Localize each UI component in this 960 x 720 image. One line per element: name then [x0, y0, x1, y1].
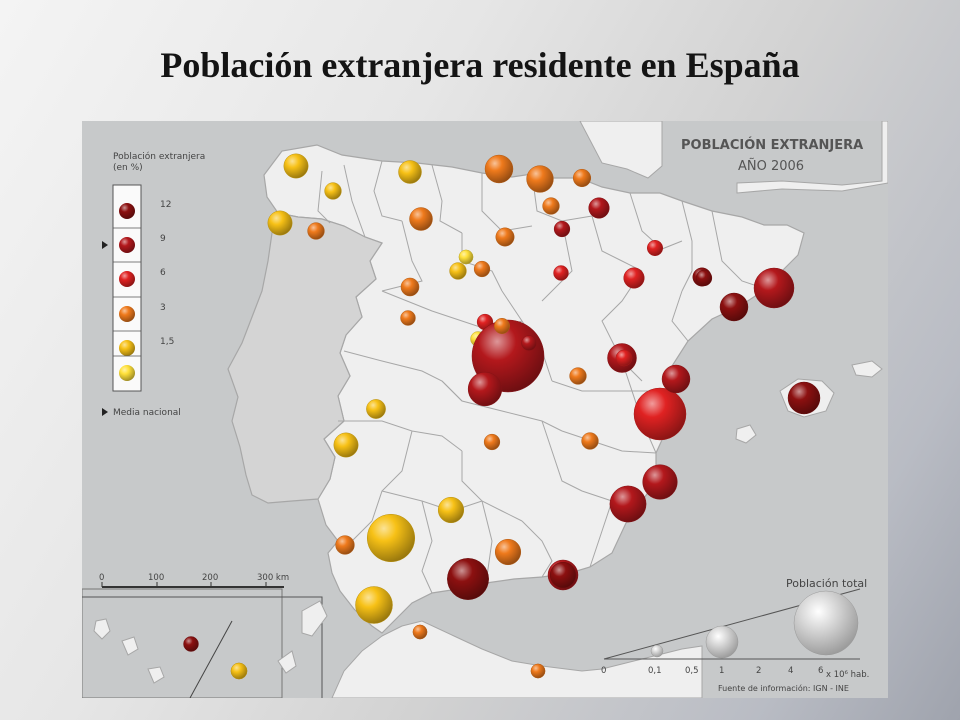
- province-symbol-12: [553, 220, 571, 238]
- legend-label-1: 9: [160, 234, 166, 244]
- population-legend-title: Población total: [786, 577, 867, 590]
- province-symbol-17: [623, 267, 645, 289]
- province-symbol-23: [400, 310, 416, 326]
- province-symbol-57: [230, 662, 248, 680]
- province-symbol-58: [493, 317, 511, 335]
- canary-inset: [82, 588, 328, 698]
- province-symbol-38: [787, 381, 821, 415]
- legend-swatch-5: [119, 365, 135, 381]
- map-heading: POBLACIÓN EXTRANJERA: [681, 137, 863, 153]
- province-symbol-49: [642, 464, 678, 500]
- population-map: Población extranjera (en %) 12 9 6 3 1,5 Med…: [82, 121, 888, 698]
- province-symbol-32: [483, 433, 501, 451]
- national-mean-key-marker: [102, 408, 108, 416]
- province-symbol-5: [409, 207, 433, 231]
- province-symbol-6: [484, 154, 514, 184]
- france-south-land: [736, 121, 888, 194]
- province-borders: [317, 160, 767, 594]
- province-symbol-8: [542, 197, 560, 215]
- province-symbol-16: [719, 292, 749, 322]
- legend-label-0: 12: [160, 200, 171, 210]
- pop-tick-0-5: 0,5: [685, 666, 699, 676]
- pop-tick-2: 2: [756, 666, 761, 676]
- legend-label-2: 6: [160, 268, 166, 278]
- pop-circle-1: [705, 625, 739, 659]
- province-symbol-55: [695, 269, 713, 287]
- legend-swatch-0: [119, 203, 135, 219]
- province-symbol-29: [521, 335, 537, 351]
- legend-swatch-3: [119, 306, 135, 322]
- legend-label-4: 1,5: [160, 337, 174, 347]
- map-source: Fuente de información: IGN - INE: [718, 683, 849, 693]
- province-symbol-42: [335, 535, 355, 555]
- menorca-island: [851, 360, 883, 378]
- province-symbol-31: [366, 399, 386, 419]
- france-land: [579, 121, 663, 179]
- province-symbol-34: [633, 387, 687, 441]
- map-year: AÑO 2006: [738, 158, 804, 174]
- province-symbol-54: [615, 349, 633, 367]
- scale-tick-200: 200: [202, 573, 218, 583]
- province-symbol-19: [458, 249, 474, 265]
- province-symbol-18: [449, 262, 467, 280]
- legend-swatch-4: [119, 340, 135, 356]
- province-symbol-52: [467, 371, 503, 407]
- legend-title-line2: (en %): [113, 163, 143, 173]
- province-symbol-7: [526, 165, 554, 193]
- pop-tick-4: 4: [788, 666, 793, 676]
- pop-circle-0-1: [650, 644, 664, 658]
- province-symbol-41: [366, 513, 416, 563]
- portugal-land: [227, 212, 383, 504]
- legend-title-line1: Población extranjera: [113, 151, 205, 162]
- province-symbol-4: [307, 222, 325, 240]
- province-symbol-53: [549, 561, 577, 589]
- province-symbol-40: [333, 432, 359, 458]
- province-symbol-22: [553, 265, 569, 281]
- province-symbol-35: [661, 364, 691, 394]
- province-symbol-20: [400, 277, 420, 297]
- legend-swatch-1: [119, 237, 135, 253]
- province-symbol-43: [494, 538, 522, 566]
- province-symbol-9: [588, 197, 610, 219]
- province-symbol-39: [437, 496, 465, 524]
- province-symbol-47: [412, 624, 428, 640]
- province-symbol-15: [753, 267, 795, 309]
- province-symbol-13: [646, 239, 664, 257]
- africa-land: [331, 620, 703, 698]
- province-symbol-2: [267, 210, 293, 236]
- scale-tick-0: 0: [99, 573, 104, 583]
- pop-tick-1: 1: [719, 666, 724, 676]
- province-symbol-50: [609, 485, 647, 523]
- province-symbol-11: [572, 168, 592, 188]
- legend-label-3: 3: [160, 303, 166, 313]
- province-symbol-33: [581, 432, 599, 450]
- province-symbol-30: [569, 367, 587, 385]
- province-symbols: [183, 153, 821, 680]
- population-legend: Población total 0 0,1 0,5 1 2 4 6 x 10⁶ …: [601, 577, 869, 693]
- province-symbol-21: [473, 260, 491, 278]
- national-mean-label: Media nacional: [113, 408, 181, 418]
- slide-title: Población extranjera residente en España: [160, 45, 800, 85]
- ibiza-island: [735, 424, 757, 444]
- pop-tick-6: 6: [818, 666, 823, 676]
- pop-unit: x 10⁶ hab.: [826, 670, 869, 680]
- pop-circle-6: [793, 590, 859, 656]
- province-symbol-44: [447, 558, 489, 600]
- scale-tick-100: 100: [148, 573, 164, 583]
- pop-tick-0-1: 0,1: [648, 666, 662, 676]
- province-symbol-46: [355, 586, 393, 624]
- pop-tick-0: 0: [601, 666, 606, 676]
- province-symbol-3: [398, 160, 422, 184]
- province-symbol-10: [495, 227, 515, 247]
- scale-tick-300: 300 km: [257, 573, 289, 583]
- legend-swatch-2: [119, 271, 135, 287]
- province-symbol-0: [283, 153, 309, 179]
- color-legend: Población extranjera (en %) 12 9 6 3 1,5 Med…: [102, 151, 205, 418]
- province-symbol-1: [324, 182, 342, 200]
- scale-bar: 0 100 200 300 km: [99, 573, 289, 588]
- province-symbol-48: [530, 663, 546, 679]
- national-mean-marker: [102, 241, 108, 249]
- province-symbol-56: [183, 636, 199, 652]
